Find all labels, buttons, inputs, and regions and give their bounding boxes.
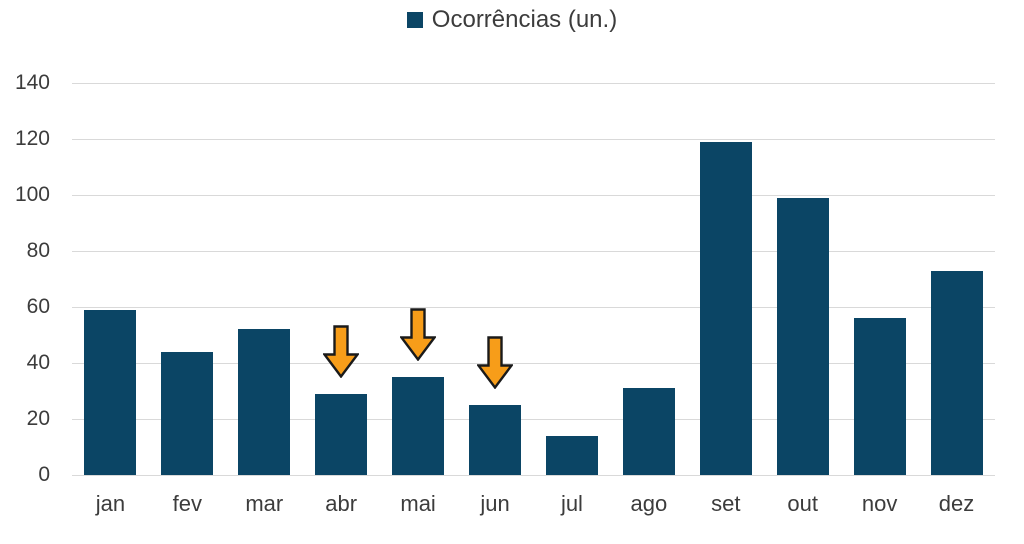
bar-dez	[930, 270, 983, 475]
legend-label: Ocorrências (un.)	[431, 6, 618, 33]
x-axis-label-out: out	[787, 491, 818, 516]
gridline-0	[72, 475, 995, 476]
x-axis-label-mar: mar	[245, 491, 284, 516]
x-axis-label-fev: fev	[172, 491, 203, 516]
x-axis-label-abr: abr	[325, 491, 358, 516]
bar-mar	[238, 329, 291, 475]
gridline-80	[72, 251, 995, 252]
x-axis-label-jan: jan	[95, 491, 126, 516]
gridline-20	[72, 419, 995, 420]
y-axis-tick-label-40: 40	[26, 351, 50, 374]
bar-out	[776, 197, 829, 475]
down-arrow-icon-mai	[399, 308, 438, 362]
y-axis-tick-label-60: 60	[26, 295, 50, 318]
y-axis-tick-label-100: 100	[14, 183, 50, 206]
bar-abr	[315, 393, 368, 475]
x-axis-label-nov: nov	[861, 491, 898, 516]
bar-fev	[161, 351, 214, 475]
gridline-140	[72, 83, 995, 84]
x-axis-label-dez: dez	[938, 491, 975, 516]
x-axis-label-set: set	[711, 491, 741, 516]
gridline-120	[72, 139, 995, 140]
bar-nov	[853, 318, 906, 475]
down-arrow-icon-abr	[322, 325, 361, 379]
gridline-60	[72, 307, 995, 308]
y-axis-tick-label-0: 0	[38, 463, 50, 486]
bar-set	[699, 141, 752, 475]
gridline-40	[72, 363, 995, 364]
bar-mai	[392, 377, 445, 475]
bar-jun	[469, 405, 522, 475]
x-axis-label-jun: jun	[480, 491, 510, 516]
bar-ago	[622, 388, 675, 475]
down-arrow-icon-jun	[476, 336, 514, 390]
y-axis-tick-label-140: 140	[14, 71, 50, 94]
x-axis-label-mai: mai	[400, 491, 436, 516]
x-axis-label-ago: ago	[630, 491, 668, 516]
y-axis-tick-label-80: 80	[26, 239, 50, 262]
gridline-100	[72, 195, 995, 196]
bar-jan	[84, 309, 137, 475]
x-axis-label-jul: jul	[560, 491, 583, 516]
y-axis-tick-label-120: 120	[14, 127, 50, 150]
plot-area	[72, 83, 995, 476]
legend: Ocorrências (un.)	[0, 5, 1024, 35]
y-axis-tick-label-20: 20	[26, 407, 50, 430]
bar-jul	[545, 435, 598, 475]
legend-swatch	[406, 12, 423, 28]
